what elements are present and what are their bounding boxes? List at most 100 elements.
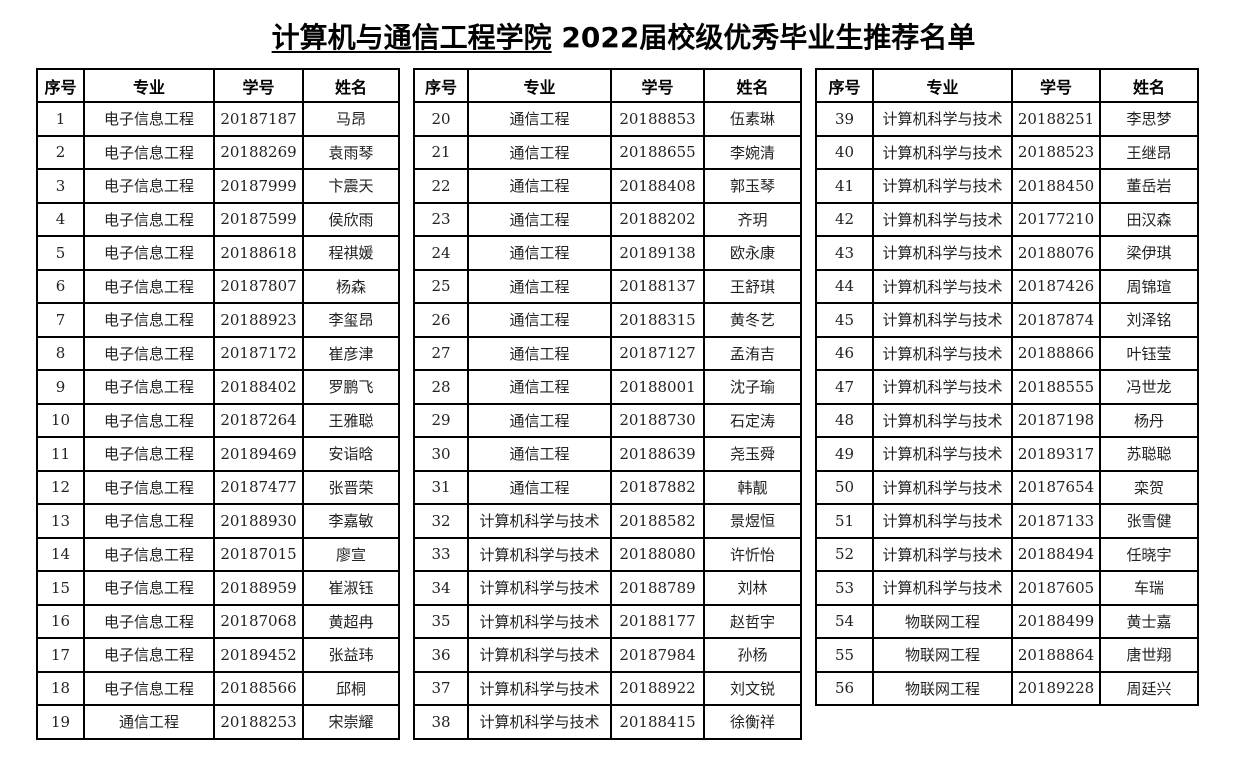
- name-cell: 王继昂: [1099, 134, 1199, 170]
- seq-cell: 32: [413, 503, 469, 539]
- major-cell: 通信工程: [467, 101, 612, 137]
- name-cell: 郭玉琴: [703, 168, 802, 204]
- major-cell: 电子信息工程: [83, 536, 215, 572]
- major-cell: 通信工程: [467, 335, 612, 371]
- student-id-cell: 20188269: [213, 134, 304, 170]
- name-cell: 周锦瑄: [1099, 268, 1199, 304]
- student-id-cell: 20188864: [1011, 637, 1101, 673]
- seq-cell: 24: [413, 235, 469, 271]
- table-row: 34 计算机科学与技术 20188789 刘林: [413, 570, 802, 606]
- seq-cell: 18: [36, 670, 85, 706]
- major-cell: 计算机科学与技术: [872, 436, 1013, 472]
- name-cell: 刘林: [703, 570, 802, 606]
- table-row: 6 电子信息工程 20187807 杨森: [36, 268, 400, 304]
- name-cell: 齐玥: [703, 201, 802, 237]
- table-row: 42 计算机科学与技术 20177210 田汉森: [815, 201, 1199, 237]
- table-row: 52 计算机科学与技术 20188494 任晓宇: [815, 536, 1199, 572]
- title-rest: 2022届校级优秀毕业生推荐名单: [551, 21, 976, 54]
- header-major: 专业: [467, 68, 612, 103]
- seq-cell: 36: [413, 637, 469, 673]
- seq-cell: 1: [36, 101, 85, 137]
- name-cell: 王舒琪: [703, 268, 802, 304]
- table-row: 53 计算机科学与技术 20187605 车瑞: [815, 570, 1199, 606]
- student-id-cell: 20188177: [610, 603, 705, 639]
- student-id-cell: 20187187: [213, 101, 304, 137]
- seq-cell: 35: [413, 603, 469, 639]
- major-cell: 物联网工程: [872, 637, 1013, 673]
- student-id-cell: 20187133: [1011, 503, 1101, 539]
- seq-cell: 47: [815, 369, 874, 405]
- student-id-cell: 20187477: [213, 469, 304, 505]
- table-row: 28 通信工程 20188001 沈子瑜: [413, 369, 802, 405]
- header-seq: 序号: [815, 68, 874, 103]
- student-id-cell: 20188001: [610, 369, 705, 405]
- name-cell: 孟洧吉: [703, 335, 802, 371]
- major-cell: 电子信息工程: [83, 670, 215, 706]
- title-college: 计算机与通信工程学院: [271, 21, 552, 54]
- header-student-id: 学号: [610, 68, 705, 103]
- name-cell: 苏聪聪: [1099, 436, 1199, 472]
- name-cell: 张雪健: [1099, 503, 1199, 539]
- name-cell: 任晓宇: [1099, 536, 1199, 572]
- seq-cell: 2: [36, 134, 85, 170]
- table-row: 1 电子信息工程 20187187 马昂: [36, 101, 400, 137]
- document-title: 计算机与通信工程学院 2022届校级优秀毕业生推荐名单: [0, 16, 1247, 56]
- student-id-cell: 20188076: [1011, 235, 1101, 271]
- name-cell: 王雅聪: [302, 402, 400, 438]
- major-cell: 通信工程: [467, 469, 612, 505]
- seq-cell: 45: [815, 302, 874, 338]
- student-id-cell: 20188730: [610, 402, 705, 438]
- seq-cell: 6: [36, 268, 85, 304]
- major-cell: 计算机科学与技术: [467, 704, 612, 740]
- name-cell: 沈子瑜: [703, 369, 802, 405]
- major-cell: 电子信息工程: [83, 570, 215, 606]
- seq-cell: 44: [815, 268, 874, 304]
- seq-cell: 34: [413, 570, 469, 606]
- student-id-cell: 20189452: [213, 637, 304, 673]
- seq-cell: 40: [815, 134, 874, 170]
- student-id-cell: 20188202: [610, 201, 705, 237]
- major-cell: 电子信息工程: [83, 503, 215, 539]
- student-id-cell: 20188251: [1011, 101, 1101, 137]
- major-cell: 计算机科学与技术: [872, 268, 1013, 304]
- name-cell: 许忻怡: [703, 536, 802, 572]
- table-row: 20 通信工程 20188853 伍素琳: [413, 101, 802, 137]
- seq-cell: 17: [36, 637, 85, 673]
- name-cell: 孙杨: [703, 637, 802, 673]
- major-cell: 通信工程: [467, 402, 612, 438]
- table-row: 48 计算机科学与技术 20187198 杨丹: [815, 402, 1199, 438]
- major-cell: 通信工程: [467, 134, 612, 170]
- table-row: 7 电子信息工程 20188923 李玺昂: [36, 302, 400, 338]
- student-id-cell: 20188930: [213, 503, 304, 539]
- seq-cell: 41: [815, 168, 874, 204]
- table-row: 9 电子信息工程 20188402 罗鹏飞: [36, 369, 400, 405]
- student-id-cell: 20187984: [610, 637, 705, 673]
- seq-cell: 20: [413, 101, 469, 137]
- table-row: 12 电子信息工程 20187477 张晋荣: [36, 469, 400, 505]
- student-id-cell: 20187605: [1011, 570, 1101, 606]
- seq-cell: 31: [413, 469, 469, 505]
- major-cell: 计算机科学与技术: [872, 335, 1013, 371]
- student-id-cell: 20187807: [213, 268, 304, 304]
- major-cell: 计算机科学与技术: [872, 503, 1013, 539]
- name-cell: 石定涛: [703, 402, 802, 438]
- name-cell: 李思梦: [1099, 101, 1199, 137]
- table-row: 31 通信工程 20187882 韩靓: [413, 469, 802, 505]
- table-row: 23 通信工程 20188202 齐玥: [413, 201, 802, 237]
- major-cell: 通信工程: [467, 268, 612, 304]
- seq-cell: 55: [815, 637, 874, 673]
- header-seq: 序号: [36, 68, 85, 103]
- table-row: 56 物联网工程 20189228 周廷兴: [815, 670, 1199, 706]
- student-id-cell: 20189138: [610, 235, 705, 271]
- major-cell: 计算机科学与技术: [872, 369, 1013, 405]
- seq-cell: 9: [36, 369, 85, 405]
- table-row: 26 通信工程 20188315 黄冬艺: [413, 302, 802, 338]
- name-cell: 唐世翔: [1099, 637, 1199, 673]
- header-row: 序号 专业 学号 姓名: [36, 68, 400, 103]
- major-cell: 计算机科学与技术: [872, 168, 1013, 204]
- header-student-id: 学号: [213, 68, 304, 103]
- student-id-cell: 20188866: [1011, 335, 1101, 371]
- student-table-1: 序号 专业 学号 姓名 1 电子信息工程 20187187 马昂 2 电子信息工程 20188269…: [36, 68, 400, 740]
- seq-cell: 56: [815, 670, 874, 706]
- name-cell: 张益玮: [302, 637, 400, 673]
